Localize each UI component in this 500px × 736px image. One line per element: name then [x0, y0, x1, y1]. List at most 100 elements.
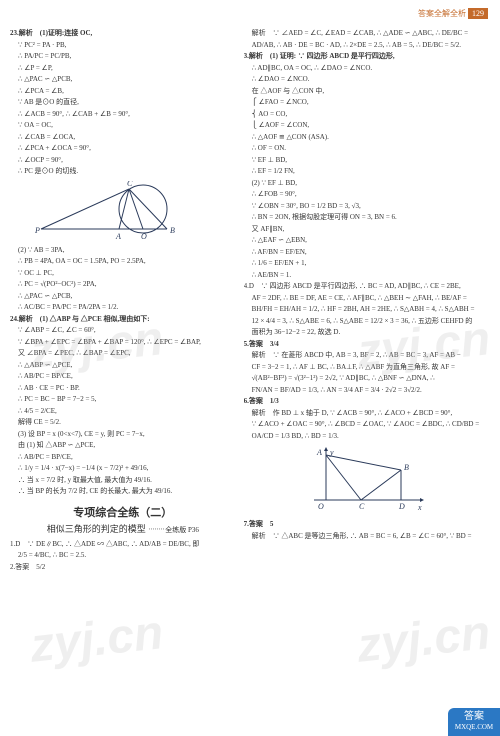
solution-line: ∴ EF = 1/2 FN, [244, 166, 489, 177]
solution-line: ∴ PB = 4PA, OA = OC = 1.5PA, PO = 2.5PA, [10, 256, 236, 267]
solution-line: ∵ ∠ABP = ∠C, ∠C = 60°, [10, 325, 236, 336]
solution-line: ∴ AB · CE = PC · BP. [10, 383, 236, 394]
svg-text:P: P [34, 226, 40, 235]
q6-head: 6.答案 1/3 [244, 396, 489, 407]
solution-line: 又 ∠BPA = ∠PEC, ∴ ∠BAP = ∠EPC, [10, 348, 236, 359]
solution-line: (2) ∵ EF ⊥ BD, [244, 178, 489, 189]
solution-line: ∴ △AOF ≌ △CON (ASA). [244, 132, 489, 143]
solution-line: BH/FH = EH/AH = 1/2, ∴ HF = 2BH, AH = 2H… [244, 304, 489, 315]
solution-line: ∴ AD∥BC, OA = OC, ∴ ∠DAO = ∠NCO. [244, 63, 489, 74]
solution-line: ∵ AB 是⊙O 的直径, [10, 97, 236, 108]
solution-line: ∴ 当 BP 的长为 7/2 时, CE 的长最大, 最大为 49/16. [10, 486, 236, 497]
solution-line: 由 (1) 知 △ABP ∽ △PCE, [10, 440, 236, 451]
solution-line: ∴ 当 x = 7/2 时, y 取最大值, 最大值为 49/16. [10, 475, 236, 486]
solution-line: ⎩ ∠AOF = ∠CON, [244, 120, 489, 131]
svg-text:x: x [417, 503, 422, 512]
solution-line: 又 AF∥BN, [244, 224, 489, 235]
solution-line: ∴ ∠DAO = ∠NCO. [244, 74, 489, 85]
watermark-3: zyj.cn [27, 597, 167, 683]
q5-head: 5.答案 3/4 [244, 339, 489, 350]
svg-text:B: B [404, 463, 409, 472]
solution-line: ∴ AC/BC = PA/PC = PA/2PA = 1/2. [10, 302, 236, 313]
solution-line: ∴ PC 是⊙O 的切线. [10, 166, 236, 177]
solution-line: ∴ ∠FOB = 90°, [244, 189, 489, 200]
q4-head: 4.D ∵ 四边形 ABCD 是平行四边形, ∴ BC = AD, AD∥BC,… [244, 281, 489, 292]
content-columns: 23.解析 (1)证明:连接 OC, ∵ PC² = PA · PB,∴ PA/… [0, 0, 500, 583]
solution-line: (3) 设 BP = x (0<x<7), CE = y, 则 PC = 7−x… [10, 429, 236, 440]
corner-glyph: 答案 [464, 712, 484, 722]
svg-text:y: y [329, 448, 334, 457]
q24-head: 24.解析 (1) △ABP 与 △PCE 相似,理由如下: [10, 314, 236, 325]
solution-line: ∵ EF ⊥ BD, [244, 155, 489, 166]
solution-line: ∴ ∠CAB = ∠OCA, [10, 132, 236, 143]
solution-line: ∵ ∠BPA + ∠EPC = ∠BPA + ∠BAP = 120°, ∴ ∠E… [10, 337, 236, 348]
svg-text:B: B [170, 226, 175, 235]
solution-line: √(AB²−BF²) = √(3²−1²) = 2√2, ∵ AD∥BC, ∴ … [244, 373, 489, 384]
solution-line: ∴ ∠ACB = 90°, ∴ ∠CAB + ∠B = 90°, [10, 109, 236, 120]
solution-line: ∴ AB/PC = BP/CE, [10, 452, 236, 463]
solution-line: 解析 ∵ △ABC 是等边三角形, ∴ AB = BC = 6, ∠B = ∠C… [244, 531, 489, 542]
svg-text:D: D [398, 502, 405, 511]
solution-line: 12 × 4/4 = 3, ∴ S△ABE = 6, ∴ S△ABE = 12/… [244, 316, 489, 327]
solution-line: ∴ △PAC ∽ △PCB, [10, 74, 236, 85]
solution-line: 解析 ∵ 在菱形 ABCD 中, AB = 3, BF = 2, ∴ AB = … [244, 350, 489, 361]
special-page-ref: 全练版 P36 [165, 526, 199, 534]
solution-line: 2/5 = 4/BC, ∴ BC = 2.5. [10, 550, 236, 561]
solution-line: FN/AN = BF/AD = 1/3, ∴ AN = 3/4 AF = 3/4… [244, 385, 489, 396]
solution-line: AD/AB, ∴ AB · DE = BC · AD, ∴ 2×DE = 2.5… [244, 40, 489, 51]
circle-tangent-diagram: PAOBC [33, 181, 213, 241]
svg-text:O: O [141, 232, 147, 241]
corner-badge: 答案 MXQE.COM [448, 708, 500, 736]
solution-line: 面积为 36−12−2 = 22, 故选 D. [244, 327, 489, 338]
special-section-title: 专项综合全练（二） [10, 505, 236, 522]
q3-head: 3.解析 (1) 证明: ∵ 四边形 ABCD 是平行四边形, [244, 51, 489, 62]
solution-line: ∵ OA = OC, [10, 120, 236, 131]
solution-line: ∴ ∠OCP = 90°, [10, 155, 236, 166]
left-column: 23.解析 (1)证明:连接 OC, ∵ PC² = PA · PB,∴ PA/… [10, 28, 236, 573]
solution-line: ⎧ ∠FAO = ∠NCO, [244, 97, 489, 108]
solution-line: ∴ BN = 2ON, 根据勾股定理可得 ON = 3, BN = 6. [244, 212, 489, 223]
solution-line: ∴ 1/6 = EF/EN + 1, [244, 258, 489, 269]
solution-line: (2) ∵ AB = 3PA, [10, 245, 236, 256]
solution-line: ∴ △EAF ∽ △EBN, [244, 235, 489, 246]
special-subtitle-text: 相似三角形的判定的模型 [47, 524, 146, 534]
solution-line: ∴ △PAC ∽ △PCB, [10, 291, 236, 302]
solution-line: ∴ 1/y = 1/4 · x(7−x) = −1/4 (x − 7/2)² +… [10, 463, 236, 474]
dots: ········ [148, 524, 165, 534]
solution-line: ∵ PC² = PA · PB, [10, 40, 236, 51]
right-triangle-diagram: O A C D Bx y [306, 445, 426, 515]
solution-line: ∴ △ABP ∽ △PCE, [10, 360, 236, 371]
solution-line: ∴ PC = √(PO²−OC²) = 2PA, [10, 279, 236, 290]
q7-head: 7.答案 5 [244, 519, 489, 530]
svg-text:A: A [115, 232, 121, 241]
solution-line: 解得 CE = 5/2. [10, 417, 236, 428]
svg-text:A: A [316, 448, 322, 457]
solution-line: ∴ PC = BC − BP = 7−2 = 5, [10, 394, 236, 405]
corner-site: MXQE.COM [455, 722, 493, 733]
special-section-subtitle: 相似三角形的判定的模型 ········ 全练版 P36 [10, 523, 236, 537]
solution-line: ∴ AF/BN = EF/EN, [244, 247, 489, 258]
solution-line: ∴ 4/5 = 2/CE, [10, 406, 236, 417]
page-number: 129 [468, 8, 488, 19]
solution-line: ∴ PA/PC = PC/PB, [10, 51, 236, 62]
solution-line: ∵ OC ⊥ PC, [10, 268, 236, 279]
solution-line: 解析 作 BD ⊥ x 轴于 D, ∵ ∠ACB = 90°, ∴ ∠ACO +… [244, 408, 489, 419]
right-column: 解析 ∵ ∠AED = ∠C, ∠EAD = ∠CAB, ∴ △ADE ∽ △A… [244, 28, 489, 573]
solution-line: ∵ ∠OBN = 30°, BO = 1/2 BD = 3, √3, [244, 201, 489, 212]
solution-line: ∴ OF = ON. [244, 143, 489, 154]
solution-line: CF = 3−2 = 1, ∴ AF ⊥ BC, ∴ BA⊥F, ∴ △ABF … [244, 362, 489, 373]
solution-line: ∴ AE/BN = 1. [244, 270, 489, 281]
solution-line: ⎨ AO = CO, [244, 109, 489, 120]
solution-line: ∴ ∠PCA = ∠B, [10, 86, 236, 97]
solution-line: 在 △AOF 与 △CON 中, [244, 86, 489, 97]
solution-line: AF = 2DF, ∴ BE = DF, AE = CE, ∴ AF∥BC, ∴… [244, 293, 489, 304]
solution-line: ∵ ∠ACO + ∠OAC = 90°, ∴ ∠BCD = ∠OAC, ∵ ∠A… [244, 419, 489, 430]
svg-text:C: C [359, 502, 365, 511]
watermark-4: zyj.cn [353, 597, 493, 683]
solution-line: ∴ ∠PCA + ∠OCA = 90°, [10, 143, 236, 154]
q2-head: 2.答案 5/2 [10, 562, 236, 573]
header-text: 答案全解全析 [418, 9, 466, 18]
q23-head: 23.解析 (1)证明:连接 OC, [10, 28, 236, 39]
solution-line: ∴ AB/PC = BP/CE, [10, 371, 236, 382]
svg-text:O: O [318, 502, 324, 511]
